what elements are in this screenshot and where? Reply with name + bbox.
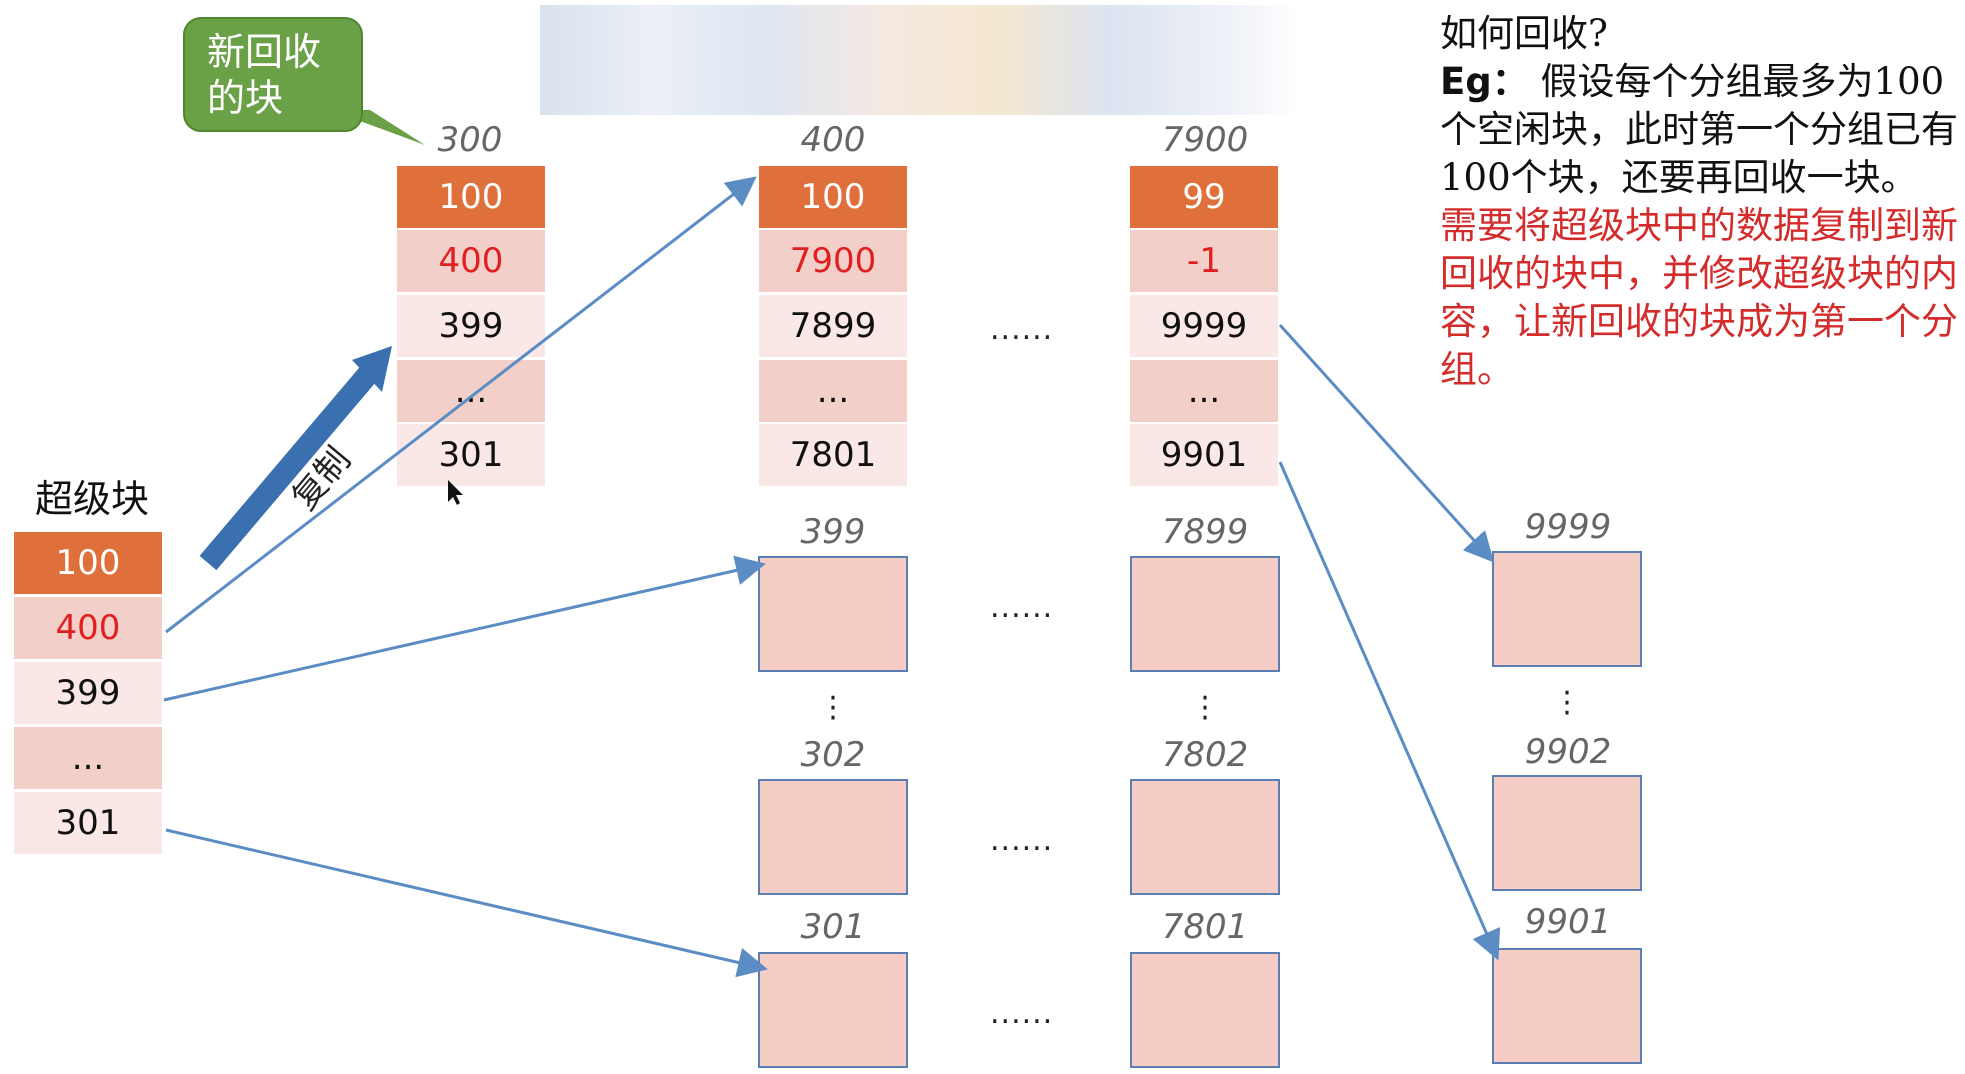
block-col1-label-1: 302 [800, 735, 866, 775]
group-400-cell-1: 7900 [759, 230, 907, 292]
notes-answer: 需要将超级块中的数据复制到新回收的块中，并修改超级块的内容，让新回收的块成为第一… [1440, 204, 1958, 391]
group-400-cell-2: 7899 [759, 295, 907, 357]
block-301 [758, 952, 908, 1068]
superblock-title: 超级块 [35, 477, 150, 521]
blurred-header [540, 5, 1300, 115]
block-9902 [1492, 775, 1642, 891]
arrow-399 [163, 555, 766, 702]
block-9999 [1492, 551, 1642, 667]
block-9901 [1492, 948, 1642, 1064]
new-block-callout: 新回收 的块 [183, 17, 363, 132]
vellipsis-col2: · · · [1200, 681, 1210, 736]
group-300-label: 300 [437, 120, 503, 160]
ellipsis-row-2: ...... [990, 590, 1054, 625]
group-300-cell-1: 400 [397, 230, 545, 292]
block-7802 [1130, 779, 1280, 895]
block-7899 [1130, 556, 1280, 672]
block-302 [758, 779, 908, 895]
superblock-cell-count: 100 [14, 532, 162, 594]
group-7900-cell-2: 9999 [1130, 295, 1278, 357]
block-7801 [1130, 952, 1280, 1068]
vellipsis-col3: · · · [1562, 676, 1572, 731]
arrow-301 [165, 828, 768, 978]
block-col2-label-0: 7899 [1161, 512, 1249, 552]
notes-question: 如何回收? [1440, 12, 1608, 55]
ellipsis-row-3: ...... [990, 823, 1054, 858]
notes-eg-label: Eg： [1440, 60, 1529, 103]
block-col3-label-1: 9902 [1524, 732, 1612, 772]
ellipsis-row-4: ...... [990, 996, 1054, 1031]
notes-eg-text: 假设每个分组最多为100个空闲块，此时第一个分组已有100个块，还要再回收一块。 [1440, 60, 1958, 199]
callout-line-1: 新回收 [207, 30, 322, 74]
block-col2-label-1: 7802 [1161, 735, 1249, 775]
group-7900-cell-4: 9901 [1130, 424, 1278, 486]
block-col1-label-0: 399 [800, 512, 866, 552]
block-col3-label-2: 9901 [1524, 902, 1612, 942]
group-400-label: 400 [800, 120, 866, 160]
group-400-cell-3: ... [759, 360, 907, 422]
group-300-cell-3: ... [397, 360, 545, 422]
group-300-cell-0: 100 [397, 166, 545, 228]
copy-label: 复制 [284, 439, 359, 518]
group-7900-cell-0: 99 [1130, 166, 1278, 228]
vellipsis-col1: · · · [828, 681, 838, 736]
superblock-cell-2: 399 [14, 662, 162, 724]
block-399 [758, 556, 908, 672]
group-7900-cell-1: -1 [1130, 230, 1278, 292]
superblock-cell-3: ... [14, 727, 162, 789]
arrow-9901 [1278, 461, 1501, 961]
ellipsis-row-1: ...... [990, 312, 1054, 347]
block-col3-label-0: 9999 [1524, 507, 1612, 547]
group-400-cell-4: 7801 [759, 424, 907, 486]
group-300-cell-4: 301 [397, 424, 545, 486]
block-col1-label-2: 301 [800, 907, 866, 947]
group-7900-label: 7900 [1161, 120, 1249, 160]
notes-panel: 如何回收? Eg： 假设每个分组最多为100个空闲块，此时第一个分组已有100个… [1440, 10, 1960, 394]
group-7900-cell-3: ... [1130, 360, 1278, 422]
group-300-cell-2: 399 [397, 295, 545, 357]
block-col2-label-2: 7801 [1161, 907, 1249, 947]
superblock-cell-1: 400 [14, 597, 162, 659]
copy-arrow [199, 346, 392, 571]
callout-line-2: 的块 [207, 76, 284, 120]
superblock-cell-4: 301 [14, 792, 162, 854]
notes-example: Eg： 假设每个分组最多为100个空闲块，此时第一个分组已有100个块，还要再回… [1440, 58, 1960, 202]
group-400-cell-0: 100 [759, 166, 907, 228]
